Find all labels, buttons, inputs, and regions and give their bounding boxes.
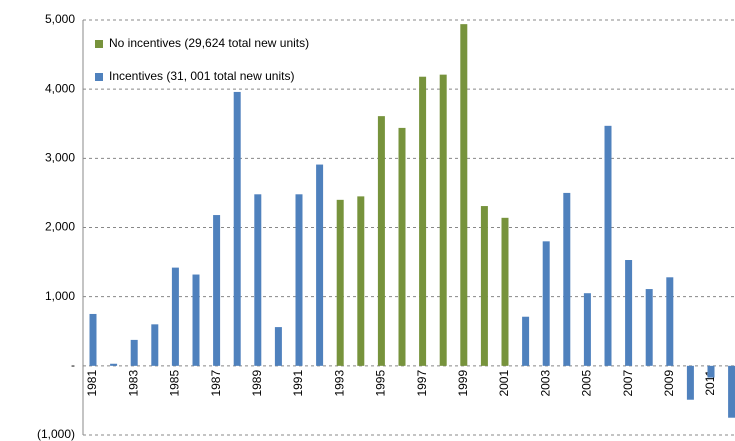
y-tick-label: 4,000 — [45, 81, 75, 95]
x-tick-label: 1993 — [332, 370, 346, 397]
x-tick-label: 1989 — [250, 370, 264, 397]
bar — [686, 365, 694, 400]
bar — [563, 192, 571, 366]
bar — [254, 194, 262, 366]
bar — [89, 313, 97, 366]
x-tick-label: 1981 — [85, 370, 99, 397]
bar — [377, 116, 385, 366]
bar — [316, 164, 324, 366]
bar — [110, 363, 118, 366]
legend-swatch — [95, 40, 103, 48]
x-tick-label: 2003 — [538, 370, 552, 397]
bar — [460, 24, 468, 366]
bar — [645, 289, 653, 366]
bar — [398, 127, 406, 366]
bar — [274, 327, 282, 366]
x-tick-label: 2009 — [662, 370, 676, 397]
x-tick-label: 1983 — [126, 370, 140, 397]
bar — [501, 217, 509, 366]
y-tick-label: 2,000 — [45, 220, 75, 234]
bar — [583, 293, 591, 366]
bar — [192, 274, 200, 366]
y-tick-label: 3,000 — [45, 151, 75, 165]
bar — [604, 125, 612, 366]
y-tick-label: 1,000 — [45, 289, 75, 303]
x-tick-label: 1997 — [415, 370, 429, 397]
y-tick-label: - — [71, 358, 75, 372]
bar — [522, 316, 530, 366]
bar — [151, 324, 159, 366]
bar — [130, 339, 138, 366]
bar — [213, 215, 221, 366]
bar — [666, 277, 674, 366]
x-tick-label: 2001 — [497, 370, 511, 397]
x-tick-label: 1991 — [291, 370, 305, 397]
bar — [542, 241, 550, 366]
x-tick-label: 1987 — [209, 370, 223, 397]
legend-label: Incentives (31, 001 total new units) — [109, 69, 294, 83]
y-tick-label: (1,000) — [37, 427, 75, 441]
x-tick-label: 1995 — [374, 370, 388, 397]
y-tick-label: 5,000 — [45, 12, 75, 26]
x-tick-label: 2005 — [580, 370, 594, 397]
x-tick-label: 2007 — [621, 370, 635, 397]
bar — [419, 76, 427, 366]
bar — [233, 91, 241, 366]
bar — [480, 206, 488, 366]
bar — [707, 365, 715, 378]
x-tick-label: 1999 — [456, 370, 470, 397]
legend-swatch — [95, 73, 103, 81]
legend-label: No incentives (29,624 total new units) — [109, 36, 309, 50]
bar — [439, 74, 447, 366]
bar — [625, 260, 633, 366]
bar — [171, 267, 179, 366]
bar — [357, 196, 365, 366]
bar — [336, 199, 344, 366]
bar — [728, 365, 735, 418]
x-tick-label: 1985 — [168, 370, 182, 397]
bar — [295, 194, 303, 366]
